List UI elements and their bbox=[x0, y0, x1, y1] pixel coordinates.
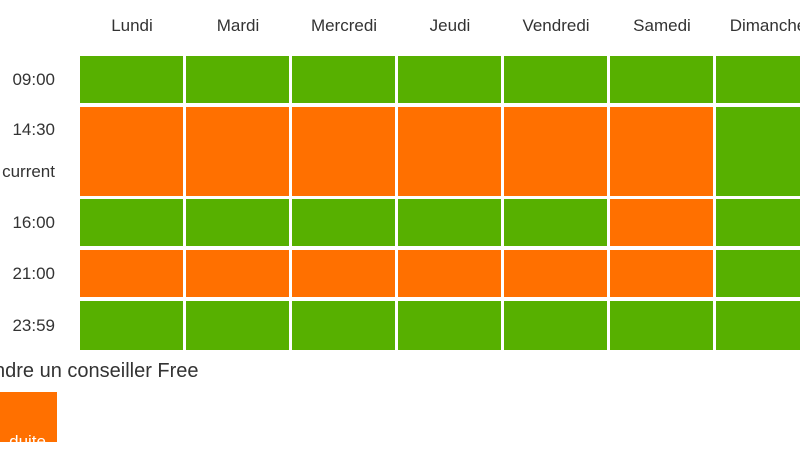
slot-open bbox=[292, 301, 395, 350]
day-header: Samedi bbox=[633, 16, 691, 35]
day-header: Vendredi bbox=[522, 16, 590, 35]
slot-open bbox=[186, 56, 289, 103]
slot-open bbox=[610, 56, 713, 103]
slot-busy bbox=[610, 250, 713, 297]
slot-busy bbox=[504, 107, 607, 196]
slot-busy bbox=[80, 250, 183, 297]
slot-open bbox=[186, 199, 289, 246]
slot-open bbox=[716, 199, 800, 246]
day-header: Mardi bbox=[216, 16, 260, 35]
time-label: 21:00 bbox=[12, 263, 55, 283]
slot-open bbox=[292, 56, 395, 103]
slot-open bbox=[610, 301, 713, 350]
slot-open bbox=[398, 199, 501, 246]
time-label: 14:30 bbox=[12, 120, 55, 139]
slot-open bbox=[80, 199, 183, 246]
slot-busy bbox=[186, 250, 289, 297]
slot-open bbox=[80, 56, 183, 103]
slot-busy bbox=[398, 250, 501, 297]
slot-open bbox=[504, 301, 607, 350]
time-label: 23:59 bbox=[12, 315, 55, 335]
reduced-button[interactable]: duite bbox=[0, 392, 57, 442]
time-sublabel: current bbox=[2, 162, 55, 181]
slot-open bbox=[716, 56, 800, 103]
day-header: Dimanche bbox=[729, 16, 800, 35]
slot-busy bbox=[80, 107, 183, 196]
slot-busy bbox=[610, 107, 713, 196]
slot-busy bbox=[292, 250, 395, 297]
slot-open bbox=[716, 250, 800, 297]
day-header: Lundi bbox=[111, 16, 153, 35]
slot-busy bbox=[504, 250, 607, 297]
slot-open bbox=[504, 56, 607, 103]
slot-open bbox=[716, 301, 800, 350]
slot-open bbox=[716, 107, 800, 196]
contact-advisor-text: ndre un conseiller Free bbox=[0, 360, 199, 382]
time-label: 16:00 bbox=[12, 212, 55, 232]
slot-busy bbox=[398, 107, 501, 196]
slot-open bbox=[292, 199, 395, 246]
slot-open bbox=[398, 56, 501, 103]
time-label: 09:00 bbox=[12, 69, 55, 89]
day-header: Jeudi bbox=[429, 16, 471, 35]
slot-busy bbox=[610, 199, 713, 246]
slot-busy bbox=[186, 107, 289, 196]
slot-open bbox=[504, 199, 607, 246]
day-header: Mercredi bbox=[310, 16, 378, 35]
slot-open bbox=[398, 301, 501, 350]
slot-open bbox=[186, 301, 289, 350]
button-label: duite bbox=[9, 432, 46, 442]
slot-busy bbox=[292, 107, 395, 196]
slot-open bbox=[80, 301, 183, 350]
